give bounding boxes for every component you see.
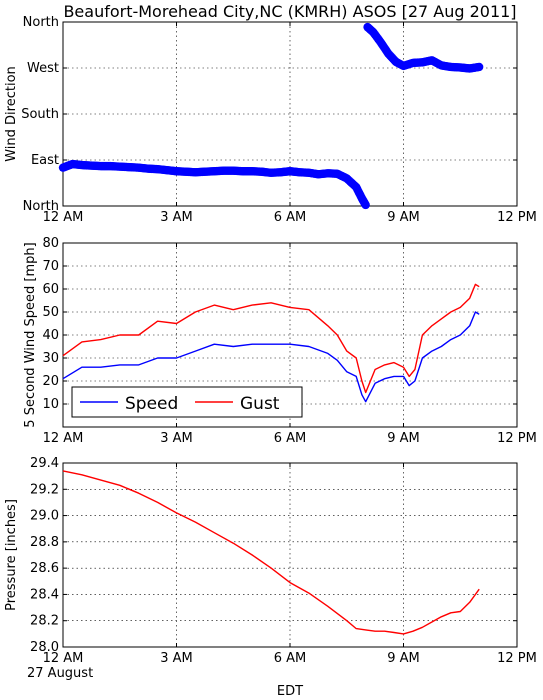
y-tick-label: 28.2 (30, 614, 59, 629)
x-tick-label: 12 PM (497, 431, 537, 446)
y-tick-label: 10 (42, 397, 59, 412)
x-tick-label: 3 AM (160, 210, 193, 225)
x-tick-label: 9 AM (387, 431, 420, 446)
x-tick-label: 6 AM (274, 210, 307, 225)
y-tick-label: 28.6 (30, 561, 59, 576)
data-marks (62, 470, 480, 635)
data-marks (58, 22, 484, 210)
x-tick-label: 6 AM (274, 431, 307, 446)
y-tick-label: 70 (42, 259, 59, 274)
y-tick-label: 60 (42, 282, 59, 297)
y-tick-label: North (23, 199, 59, 214)
y-tick-label: 40 (42, 328, 59, 343)
y-tick-label: 29.0 (30, 509, 59, 524)
y-ticks: 10 20 30 40 50 60 70 80 (42, 236, 517, 412)
legend-label-speed: Speed (125, 394, 178, 414)
direction-point (361, 200, 370, 210)
gridlines (63, 463, 517, 647)
y-tick-label: South (21, 107, 59, 122)
chart-title: Beaufort-Morehead City,NC (KMRH) ASOS [2… (63, 2, 516, 21)
x-axis-label: EDT (277, 684, 303, 699)
y-tick-label: North (23, 15, 59, 30)
x-tick-label: 9 AM (387, 651, 420, 666)
x-tick-label: 6 AM (274, 651, 307, 666)
x-ticks: 12 AM 3 AM 6 AM 9 AM 12 PM (43, 463, 537, 666)
pressure-line (62, 470, 480, 635)
y-tick-label: 30 (42, 351, 59, 366)
legend: Speed Gust (71, 386, 303, 418)
data-marks (62, 283, 480, 403)
x-ticks: 12 AM 3 AM 6 AM 9 AM 12 PM (43, 243, 537, 446)
direction-point (474, 62, 484, 72)
x-tick-label: 3 AM (160, 431, 193, 446)
x-tick-label: 9 AM (387, 210, 420, 225)
y-axis-label: Pressure [inches] (4, 499, 19, 611)
x-tick-label: 12 AM (43, 431, 84, 446)
x-tick-label: 12 AM (43, 651, 84, 666)
speed-line (62, 311, 480, 403)
y-ticks: North East South West North (21, 15, 517, 214)
gridlines (63, 22, 517, 206)
panel-pressure: 28.0 28.2 28.4 28.6 28.8 29.0 29.2 29.4 12 AM 3 … (4, 456, 537, 699)
x-tick-label: 12 AM (43, 210, 84, 225)
y-tick-label: 28.0 (30, 640, 59, 655)
y-tick-label: 28.8 (30, 535, 59, 550)
y-tick-label: East (31, 153, 59, 168)
x-date-label: 27 August (27, 666, 93, 681)
x-tick-label: 12 PM (497, 651, 537, 666)
legend-label-gust: Gust (240, 394, 280, 414)
y-tick-label: 50 (42, 305, 59, 320)
y-axis-label: 5 Second Wind Speed [mph] (23, 242, 38, 427)
x-tick-label: 3 AM (160, 651, 193, 666)
y-tick-label: 80 (42, 236, 59, 251)
x-tick-label: 12 PM (497, 210, 537, 225)
y-tick-label: West (27, 61, 59, 76)
x-ticks: 12 AM 3 AM 6 AM 9 AM 12 PM (43, 22, 537, 225)
y-tick-label: 29.4 (30, 456, 59, 471)
y-ticks: 28.0 28.2 28.4 28.6 28.8 29.0 29.2 29.4 (30, 456, 517, 655)
gust-line (62, 283, 480, 394)
y-tick-label: 28.4 (30, 587, 59, 602)
panel-wind-direction: North East South West North 12 AM 3 AM 6 AM 9 A… (4, 15, 537, 225)
y-tick-label: 29.2 (30, 482, 59, 497)
y-axis-label: Wind Direction (4, 66, 19, 162)
y-tick-label: 20 (42, 374, 59, 389)
